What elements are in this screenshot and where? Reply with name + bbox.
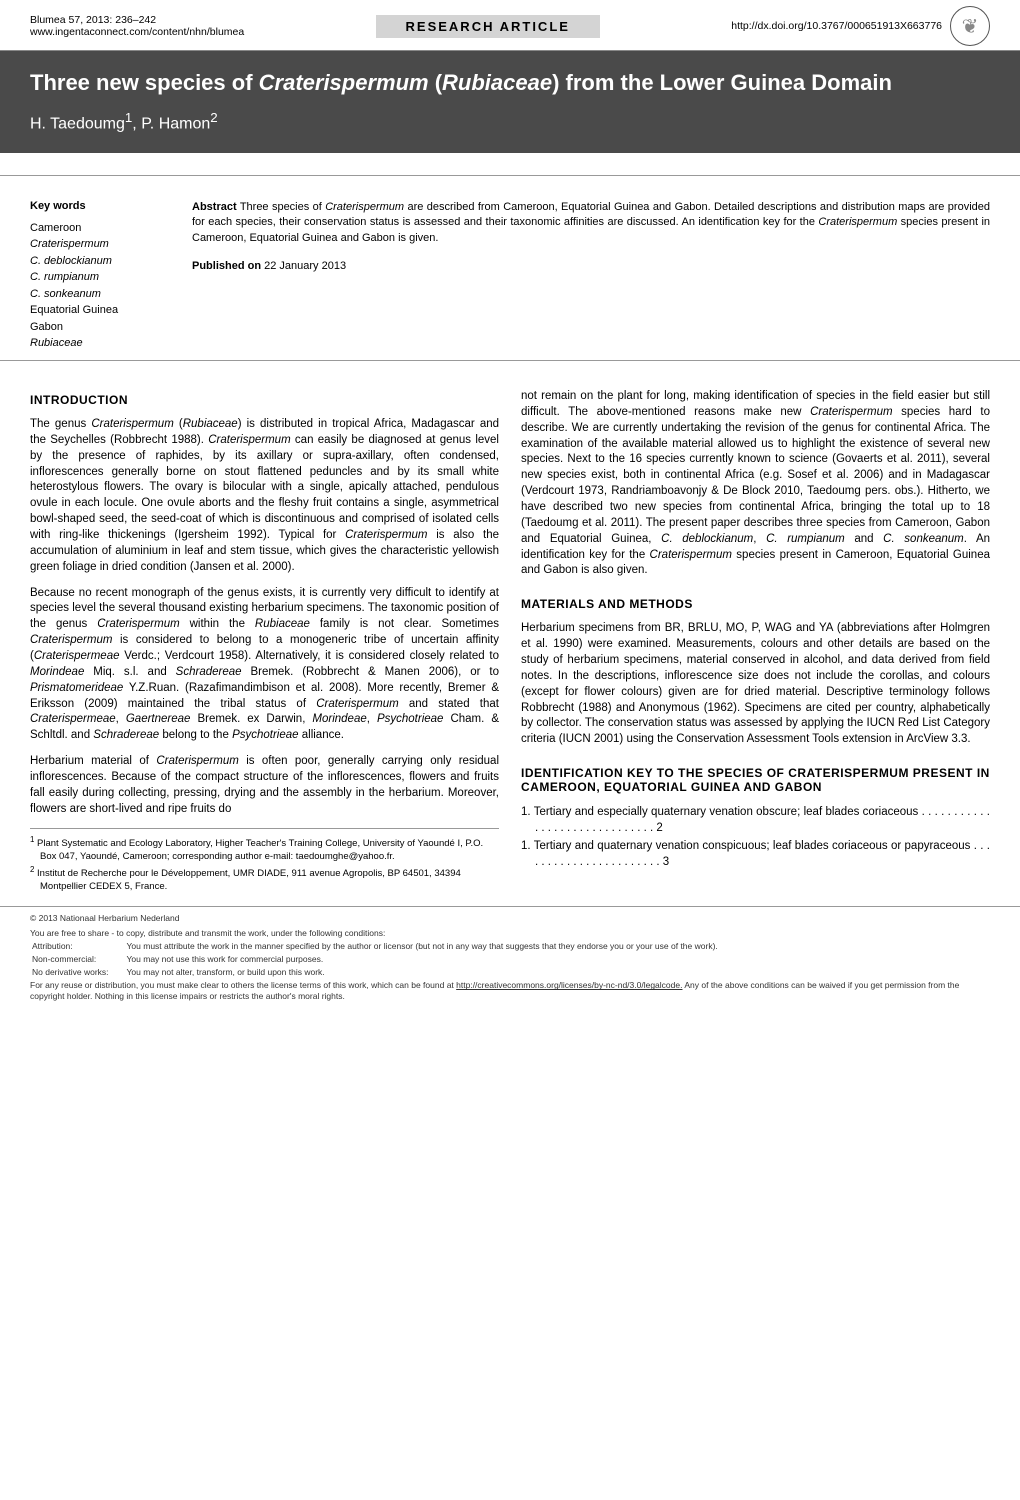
header-left: Blumea 57, 2013: 236–242 www.ingentaconn… [30, 14, 244, 38]
key-item-1: 1. Tertiary and especially quaternary ve… [521, 804, 990, 836]
footnote-1: 1 Plant Systematic and Ecology Laborator… [30, 835, 499, 864]
keyword-item: Equatorial Guinea [30, 302, 160, 319]
title-text-c: ) from the Lower Guinea Domain [552, 70, 892, 95]
footnotes-block: 1 Plant Systematic and Ecology Laborator… [30, 828, 499, 895]
key-item-2: 1. Tertiary and quaternary venation cons… [521, 838, 990, 870]
keyword-item: Cameroon [30, 220, 160, 237]
license-tail: For any reuse or distribution, you must … [30, 980, 990, 1002]
body-columns: INTRODUCTION The genus Craterispermum (R… [0, 361, 1020, 906]
header-bar: Blumea 57, 2013: 236–242 www.ingentaconn… [0, 0, 1020, 51]
license-row: No derivative works:You may not alter, t… [32, 967, 718, 978]
journal-ref: Blumea 57, 2013: 236–242 [30, 14, 244, 26]
doi-link[interactable]: http://dx.doi.org/10.3767/000651913X6637… [731, 20, 942, 32]
title-block: Three new species of Craterispermum (Rub… [0, 51, 1020, 153]
license-label: Attribution: [32, 941, 125, 952]
keyword-item: Rubiaceae [30, 335, 160, 352]
header-center: RESEARCH ARTICLE [244, 15, 731, 38]
license-label: Non-commercial: [32, 954, 125, 965]
published-date: 22 January 2013 [261, 260, 346, 272]
license-label: No derivative works: [32, 967, 125, 978]
keywords-heading: Key words [30, 200, 160, 212]
license-block: © 2013 Nationaal Herbarium Nederland You… [0, 906, 1020, 1012]
intro-para-1: The genus Craterispermum (Rubiaceae) is … [30, 417, 499, 576]
license-text: You must attribute the work in the manne… [127, 941, 718, 952]
keyword-item: Gabon [30, 319, 160, 336]
license-table: Attribution:You must attribute the work … [30, 939, 720, 980]
authors: H. Taedoumg1, P. Hamon2 [30, 110, 990, 133]
license-text: You may not use this work for commercial… [127, 954, 718, 965]
footnote-2: 2 Institut de Recherche pour le Développ… [30, 865, 499, 894]
keywords-column: Key words CameroonCraterispermumC. deblo… [30, 200, 160, 352]
article-type-badge: RESEARCH ARTICLE [376, 15, 600, 38]
journal-logo-icon: ❦ [950, 6, 990, 46]
license-row: Attribution:You must attribute the work … [32, 941, 718, 952]
header-right: http://dx.doi.org/10.3767/000651913X6637… [731, 6, 990, 46]
abstract-text: Abstract Three species of Craterispermum… [192, 200, 990, 246]
section-key-heading: IDENTIFICATION KEY TO THE SPECIES OF CRA… [521, 766, 990, 794]
intro-para-2: Because no recent monograph of the genus… [30, 586, 499, 745]
keyword-item: C. deblockianum [30, 253, 160, 270]
materials-para-1: Herbarium specimens from BR, BRLU, MO, P… [521, 621, 990, 748]
license-text: You may not alter, transform, or build u… [127, 967, 718, 978]
keywords-list: CameroonCraterispermumC. deblockianumC. … [30, 220, 160, 352]
meta-row: Key words CameroonCraterispermumC. deblo… [0, 175, 1020, 361]
copyright-line: © 2013 Nationaal Herbarium Nederland [30, 913, 990, 924]
abstract-body: Three species of Craterispermum are desc… [192, 201, 990, 244]
title-text-a: Three new species of [30, 70, 259, 95]
license-row: Non-commercial:You may not use this work… [32, 954, 718, 965]
intro-para-3-cont: not remain on the plant for long, making… [521, 389, 990, 579]
abstract-column: Abstract Three species of Craterispermum… [192, 200, 990, 352]
title-text-b: ( [429, 70, 442, 95]
intro-para-3: Herbarium material of Craterispermum is … [30, 754, 499, 817]
published-line: Published on 22 January 2013 [192, 260, 990, 272]
title-family: Rubiaceae [442, 70, 552, 95]
license-intro: You are free to share - to copy, distrib… [30, 928, 990, 939]
published-label: Published on [192, 260, 261, 272]
keyword-item: C. sonkeanum [30, 286, 160, 303]
article-title: Three new species of Craterispermum (Rub… [30, 69, 990, 98]
keyword-item: C. rumpianum [30, 269, 160, 286]
abstract-label: Abstract [192, 201, 237, 213]
section-materials-heading: MATERIALS AND METHODS [521, 597, 990, 611]
section-introduction-heading: INTRODUCTION [30, 393, 499, 407]
right-column: not remain on the plant for long, making… [521, 389, 990, 896]
keyword-item: Craterispermum [30, 236, 160, 253]
left-column: INTRODUCTION The genus Craterispermum (R… [30, 389, 499, 896]
title-genus: Craterispermum [259, 70, 429, 95]
journal-url: www.ingentaconnect.com/content/nhn/blume… [30, 26, 244, 38]
